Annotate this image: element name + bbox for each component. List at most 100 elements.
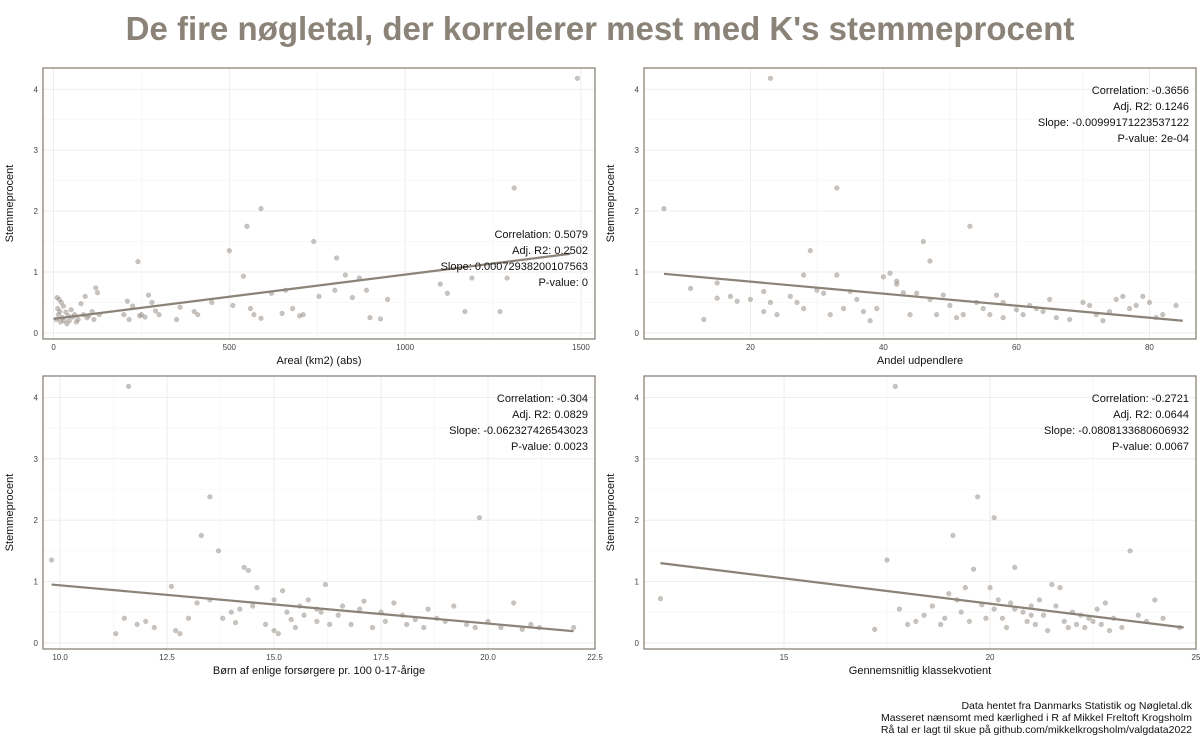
data-point [1127,548,1133,554]
data-point [884,557,890,563]
data-point [834,272,840,278]
data-point [220,615,226,621]
data-point [1040,308,1046,315]
data-point [279,310,285,317]
data-point [48,557,55,563]
x-axis-label: Areal (km2) (abs) [277,355,362,367]
stat-label: Correlation: -0.304 [497,393,588,405]
data-point [761,288,767,295]
data-point [342,272,349,278]
data-point [421,624,427,631]
data-point [361,598,367,604]
panel-2: 0 1 2 3 4 20 40 60 80 Andel udpendlere Stemmeproce… [605,67,1197,367]
data-point [245,567,252,574]
data-point [1057,585,1063,591]
data-point [947,302,953,309]
data-point [82,293,88,300]
data-point [504,275,510,281]
data-point [734,298,740,304]
data-point [872,626,878,633]
x-tick-label: 500 [223,343,237,352]
data-point [983,615,989,621]
data-point [1000,315,1006,321]
data-point [173,627,179,634]
panel-1: 0 1 2 3 4 0 500 1000 1500 Areal (km2) (abs) Stemme… [4,67,596,367]
data-point [1024,618,1030,625]
data-point [975,494,981,500]
data-point [1146,299,1153,306]
x-tick-label: 17.5 [373,653,389,662]
data-point [999,615,1006,621]
y-tick-label: 4 [34,85,39,94]
data-point [1032,621,1038,628]
data-point [854,296,860,303]
data-point [209,299,215,306]
y-tick-label: 2 [34,516,39,525]
data-point [1047,296,1053,303]
data-point [927,258,933,264]
x-axis-label: Børn af enlige forsørgere pr. 100 0-17-å… [213,665,425,677]
data-point [232,619,239,626]
data-point [262,621,269,628]
data-point [125,383,132,390]
data-point [950,532,956,539]
y-axis-label: Stemmeprocent [4,474,16,552]
data-point [714,280,720,286]
data-point [126,316,132,323]
data-point [247,305,254,312]
data-point [292,624,299,631]
regression-line [660,562,1184,629]
data-point [437,281,443,287]
data-point [896,606,903,612]
stat-label: P-value: 0.0067 [1112,441,1189,453]
data-point [960,311,966,318]
data-point [929,603,936,609]
y-tick-label: 2 [635,207,640,216]
data-point [335,612,341,618]
data-point [198,532,204,539]
data-point [1119,624,1125,631]
data-point [1094,606,1100,612]
data-point [940,292,946,298]
data-point [1003,624,1010,631]
panel-frame [643,375,1197,650]
y-tick-label: 3 [635,455,640,464]
data-point [1126,305,1133,312]
x-tick-label: 0 [51,343,56,352]
stat-label: Correlation: 0.5079 [494,229,588,241]
y-tick-label: 1 [635,268,640,277]
x-tick-label: 10.0 [52,653,68,662]
data-point [1080,299,1086,306]
caption-line-1: Data hentet fra Danmarks Statistik og Nø… [961,700,1192,712]
data-point [1065,624,1071,631]
data-point [462,308,468,315]
data-point [57,308,63,315]
y-tick-label: 3 [34,455,39,464]
y-tick-label: 3 [34,146,39,155]
data-point [701,316,707,323]
data-point [767,299,774,306]
data-point [987,585,993,591]
data-point [970,566,977,572]
data-point [1049,581,1055,588]
caption-line-2: Masseret nænsomt med kærlighed i R af Mi… [880,712,1192,724]
page-title: De fire nøgletal, der korrelerer mest me… [125,10,1075,47]
data-point [1013,307,1020,313]
data-point [867,318,873,324]
data-point [1061,618,1067,625]
data-point [1106,627,1113,634]
data-point [1113,296,1119,303]
data-point [1100,318,1106,324]
data-point [1160,615,1166,621]
data-point [333,255,340,261]
x-tick-label: 80 [1145,343,1154,352]
data-point [1098,621,1104,628]
stat-label: Adj. R2: 0.0829 [512,409,588,421]
stat-label: P-value: 0.0023 [511,441,588,453]
data-point [946,591,952,597]
data-point [820,290,827,296]
data-point [933,311,940,318]
data-point [177,631,183,637]
stat-label: Adj. R2: 0.2502 [512,245,588,257]
